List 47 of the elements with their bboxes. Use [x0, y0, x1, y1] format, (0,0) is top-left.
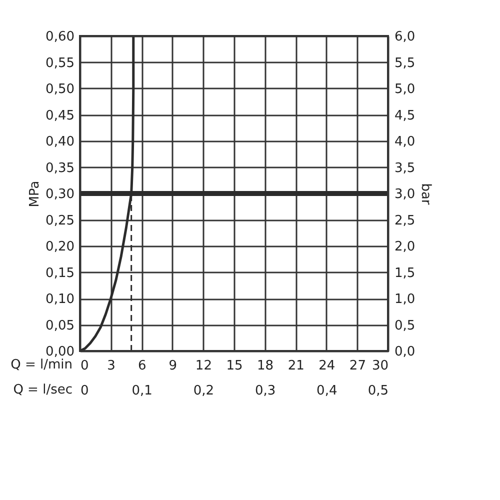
x2-tick-label: 0,3	[254, 384, 276, 398]
x2-axis-title: Q = l/sec	[13, 382, 72, 398]
x2-tick-label: 0,2	[193, 384, 214, 398]
x-tick-label: 6	[138, 358, 146, 374]
x-tick-label: 0	[80, 358, 89, 374]
x-tick-label: 15	[226, 358, 243, 374]
y-tick-label: 0,45	[46, 108, 74, 124]
x-tick-label: 24	[318, 358, 336, 374]
x-tick-label: 12	[195, 358, 212, 374]
x-tick-label: 3	[107, 358, 116, 374]
y2-tick-label: 5,5	[394, 56, 416, 71]
x-tick-label: 30	[372, 358, 388, 374]
y2-tick-label: 2,5	[394, 213, 416, 228]
y2-tick-label: 4,0	[394, 134, 416, 150]
x2-tick-label: 0,4	[316, 384, 338, 398]
x-tick-label: 27	[349, 358, 366, 374]
y2-tick-label: 5,0	[394, 82, 416, 97]
y-tick-label: 0,05	[46, 318, 74, 334]
x-axis-title: Q = l/min	[10, 358, 72, 372]
y2-tick-label: 1,5	[394, 266, 416, 281]
y2-axis-title: bar	[418, 183, 434, 206]
y-tick-label: 0,30	[46, 187, 74, 202]
y-tick-label: 0,35	[46, 160, 74, 176]
x-tick-label: 9	[168, 358, 178, 374]
y2-tick-label: 1,0	[394, 292, 416, 307]
x2-tick-label: 0	[80, 384, 89, 398]
y2-tick-label: 4,5	[394, 108, 416, 124]
x-tick-label: 18	[257, 358, 274, 374]
y-tick-label: 0,20	[46, 240, 74, 254]
y-tick-label: 0,50	[46, 82, 74, 97]
x2-tick-label: 0,1	[132, 384, 152, 398]
y2-tick-label: 6,0	[394, 30, 416, 44]
y2-tick-label: 3,5	[394, 160, 416, 176]
y2-tick-label: 0,0	[394, 344, 416, 360]
y-tick-label: 0,60	[46, 30, 74, 44]
y2-tick-label: 0,5	[394, 318, 416, 334]
y2-tick-label: 2,0	[394, 240, 416, 254]
x2-tick-label: 0,5	[368, 384, 388, 398]
y-axis-title: MPa	[28, 180, 43, 208]
x-tick-label: 21	[288, 358, 304, 374]
y2-tick-label: 3,0	[394, 187, 416, 202]
y-tick-label: 0,40	[46, 134, 74, 150]
y-tick-label: 0,10	[46, 292, 74, 307]
y-tick-label: 0,00	[46, 344, 74, 360]
y-tick-label: 0,55	[46, 56, 74, 71]
y-tick-label: 0,15	[46, 266, 74, 281]
y-tick-label: 0,25	[46, 213, 74, 228]
